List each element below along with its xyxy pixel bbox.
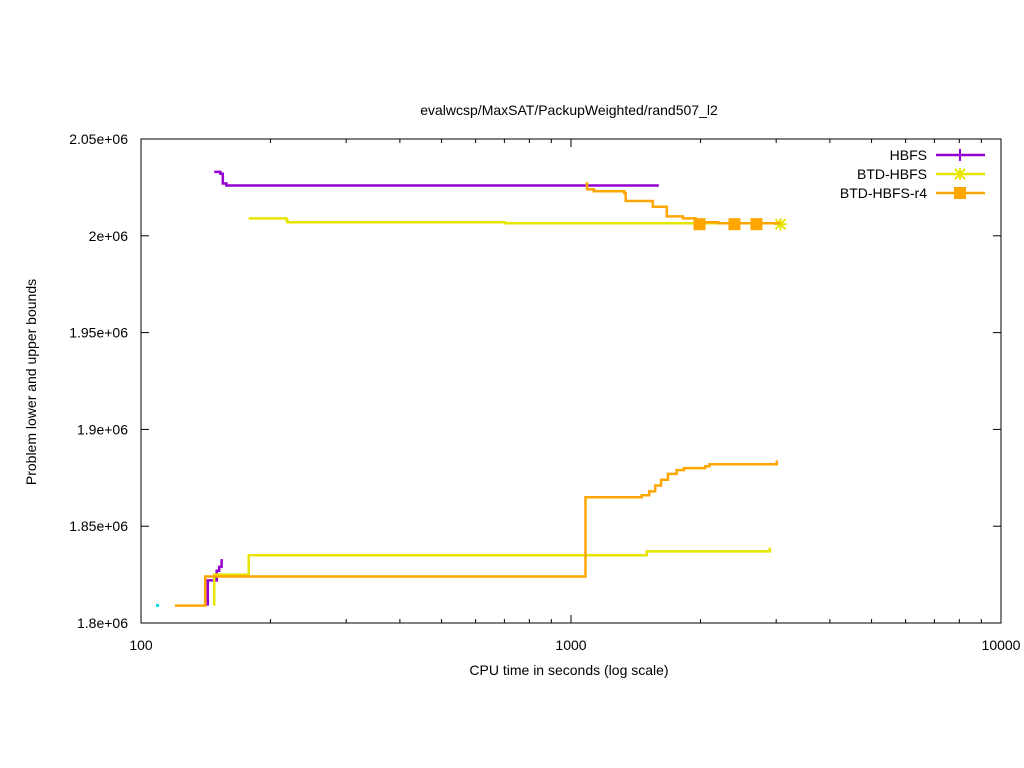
- cyan-dot: [156, 604, 159, 607]
- btd-hbfs-lower-bound-line: [212, 547, 772, 606]
- axes: 1.8e+06 1.85e+06 1.9e+06 1.95e+06 2e+06 2.05e…: [69, 131, 1020, 653]
- y-tick-label: 2.05e+06: [69, 131, 128, 147]
- btd-hbfs-r4-upper-bound-line: [585, 182, 781, 225]
- hbfs-lower-bound-line: [206, 559, 223, 606]
- btd-hbfs-upper-bound-line: [248, 217, 781, 225]
- legend-entry-btd-hbfs: BTD-HBFS: [857, 166, 985, 182]
- x-tick-label: 1000: [555, 637, 586, 653]
- x-axis-label: CPU time in seconds (log scale): [469, 662, 668, 678]
- legend-label: BTD-HBFS: [857, 166, 927, 182]
- legend-entry-btd-hbfs-r4: BTD-HBFS-r4: [840, 185, 985, 201]
- x-tick-label: 10000: [982, 637, 1021, 653]
- y-tick-label: 1.85e+06: [69, 518, 128, 534]
- y-tick-label: 1.9e+06: [77, 421, 128, 437]
- legend-marker: [954, 187, 966, 199]
- plot-frame: [140, 138, 1002, 624]
- btd-hbfs-r4-lower-bound-line: [175, 460, 779, 607]
- y-tick-label: 1.8e+06: [77, 615, 128, 631]
- btd-hbfs-r4-marker: [693, 218, 706, 231]
- plot-area: [175, 170, 787, 607]
- hbfs-upper-bound-line: [214, 170, 659, 187]
- legend-marker: [954, 149, 966, 161]
- legend-label: HBFS: [890, 147, 927, 163]
- btd-hbfs-marker: [774, 218, 787, 231]
- y-tick-label: 2e+06: [89, 228, 129, 244]
- btd-hbfs-r4-marker: [728, 218, 741, 231]
- x-tick-label: 100: [129, 637, 153, 653]
- legend-marker: [954, 168, 966, 180]
- legend: HBFS BTD-HBFS BTD-HBFS-r4: [840, 147, 985, 201]
- btd-hbfs-r4-marker: [750, 218, 763, 231]
- y-axis-label: Problem lower and upper bounds: [23, 279, 39, 485]
- y-tick-label: 1.95e+06: [69, 325, 128, 341]
- chart-title: evalwcsp/MaxSAT/PackupWeighted/rand507_l…: [420, 102, 718, 118]
- legend-label: BTD-HBFS-r4: [840, 185, 927, 201]
- legend-entry-hbfs: HBFS: [890, 147, 985, 163]
